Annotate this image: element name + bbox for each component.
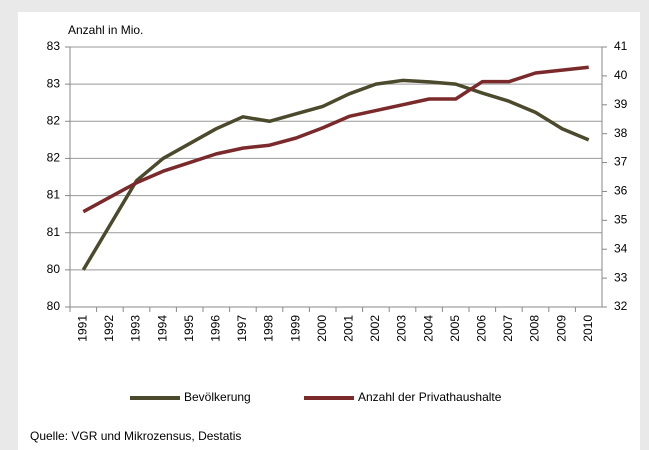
x-tick-label: 2005	[448, 315, 462, 342]
series-line	[81, 78, 590, 271]
y-tick-label: 82	[47, 113, 61, 127]
x-tick-label: 1997	[235, 315, 249, 342]
y-tick-label: 82	[47, 151, 61, 165]
y-tick-label: 80	[47, 299, 61, 313]
y2-tick-label: 35	[614, 213, 628, 227]
x-tick-label: 2009	[554, 315, 568, 342]
y2-tick-label: 32	[614, 299, 628, 313]
x-tick-label: 1999	[288, 315, 302, 342]
x-tick-label: 2004	[421, 315, 435, 342]
y2-tick-label: 37	[614, 155, 628, 169]
y-axis-title: Anzahl in Mio.	[68, 23, 143, 37]
series-line	[82, 65, 589, 214]
x-tick-label: 2006	[474, 315, 488, 342]
y-tick-label: 81	[47, 225, 61, 239]
y-tick-label: 83	[47, 39, 61, 53]
x-tick-label: 1994	[155, 315, 169, 342]
x-tick-label: 2000	[315, 315, 329, 342]
legend-label: Anzahl der Privathaushalte	[358, 390, 502, 404]
y2-tick-label: 36	[614, 184, 628, 198]
y-tick-label: 83	[47, 76, 61, 90]
x-tick-label: 2010	[581, 315, 595, 342]
x-tick-label: 2007	[501, 315, 515, 342]
y2-tick-label: 38	[614, 126, 628, 140]
x-tick-label: 1992	[102, 315, 116, 342]
y2-tick-label: 41	[614, 39, 628, 53]
y-tick-label: 81	[47, 188, 61, 202]
x-tick-label: 1996	[208, 315, 222, 342]
x-tick-label: 1991	[75, 315, 89, 342]
y2-tick-label: 39	[614, 97, 628, 111]
x-tick-label: 2001	[341, 315, 355, 342]
source-note: Quelle: VGR und Mikrozensus, Destatis	[30, 429, 241, 443]
x-tick-label: 2002	[368, 315, 382, 342]
x-tick-label: 1993	[129, 315, 143, 342]
x-tick-label: 2008	[528, 315, 542, 342]
y2-tick-label: 40	[614, 68, 628, 82]
legend-label: Bevölkerung	[184, 390, 251, 404]
y-tick-label: 80	[47, 262, 61, 276]
y2-tick-label: 33	[614, 270, 628, 284]
x-tick-label: 1998	[262, 315, 276, 342]
x-tick-label: 2003	[395, 315, 409, 342]
y2-tick-label: 34	[614, 241, 628, 255]
x-tick-label: 1995	[182, 315, 196, 342]
chart-panel	[18, 12, 640, 450]
